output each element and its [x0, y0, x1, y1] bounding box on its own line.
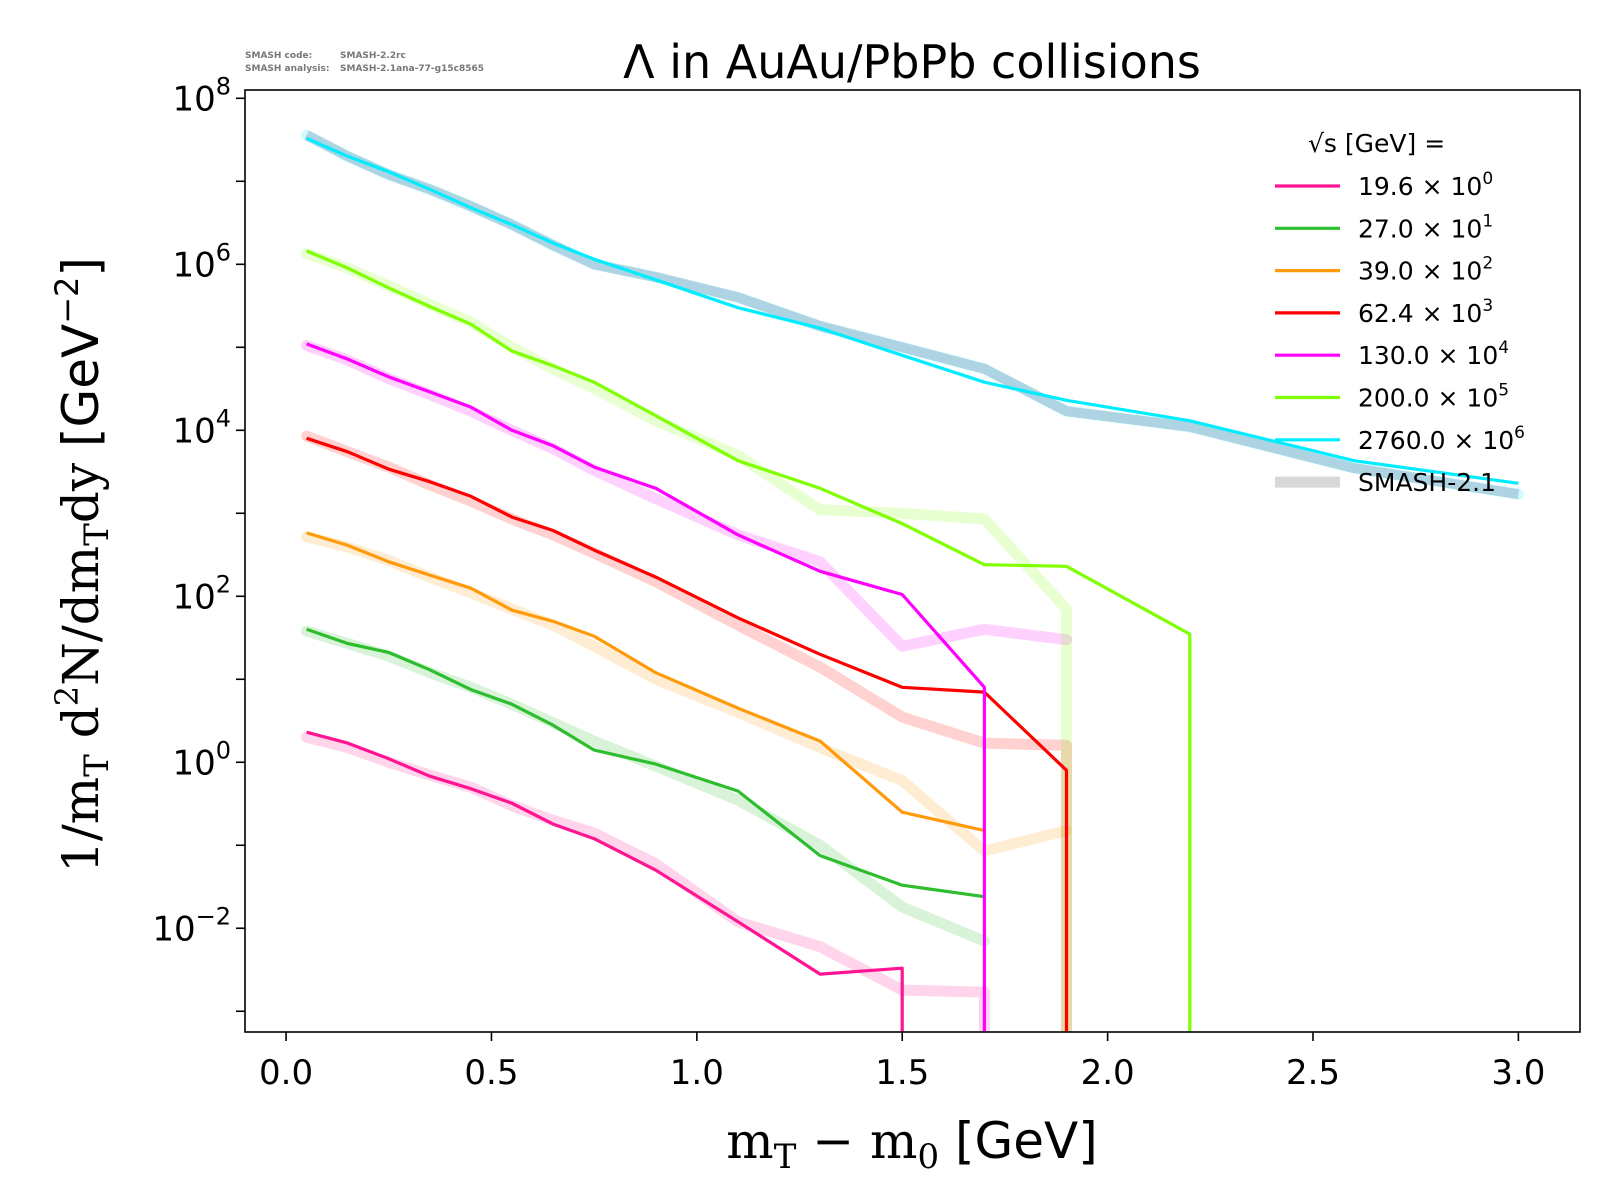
series-line-6 [305, 136, 1519, 485]
y-axis-label: 1/mT d2N/dmTdy [GeV−2] [48, 257, 117, 873]
x-axis-label: mT − m0 [GeV] [726, 1112, 1097, 1177]
x-tick-label: 3.0 [1491, 1053, 1545, 1093]
legend: √s [GeV] = 19.6 × 100 27.0 × 101 39.0 × 10… [1275, 129, 1525, 497]
series-line-0 [306, 730, 904, 1032]
y-tick-label: 104 [172, 404, 231, 451]
legend-label-5: 200.0 × 105 [1358, 381, 1509, 413]
x-axis: 0.0 0.5 1.0 1.5 2.0 2.5 3.0 [259, 1032, 1545, 1093]
svg-text:mT − m0 [GeV]: mT − m0 [GeV] [726, 1112, 1097, 1177]
x-label-sub-0: 0 [917, 1137, 939, 1177]
series-line-5 [305, 249, 1192, 1032]
meta-analysis-value: SMASH-2.1ana-77-g15c8565 [340, 64, 484, 74]
meta-analysis-label: SMASH analysis: [245, 64, 329, 74]
x-tick-label: 1.0 [670, 1053, 724, 1093]
data-curves [305, 136, 1519, 1032]
meta-code-label: SMASH code: [245, 51, 312, 61]
metadata: SMASH code: SMASH-2.2rc SMASH analysis: … [245, 51, 484, 74]
legend-label-4: 130.0 × 104 [1358, 338, 1509, 370]
legend-label-1: 27.0 × 101 [1358, 211, 1493, 243]
y-tick-label: 108 [172, 72, 231, 119]
x-tick-label: 1.5 [875, 1053, 929, 1093]
reference-curve-5 [301, 248, 1072, 1032]
legend-label-3: 62.4 × 103 [1358, 296, 1493, 328]
series-line-4 [306, 342, 986, 1032]
y-axis: 10−2 100 102 104 106 108 [152, 72, 245, 1013]
series-line-2 [306, 531, 985, 833]
x-label-m: m [726, 1112, 773, 1170]
x-label-sub-t: T [774, 1137, 797, 1177]
legend-label-reference: SMASH-2.1 [1358, 468, 1496, 497]
series-line-3 [306, 436, 1069, 1032]
y-tick-label: 100 [172, 736, 231, 783]
legend-label-0: 19.6 × 100 [1358, 169, 1493, 201]
legend-label-2: 39.0 × 102 [1358, 254, 1493, 286]
x-tick-label: 2.0 [1081, 1053, 1135, 1093]
series-line-1 [306, 627, 985, 899]
x-tick-label: 0.0 [259, 1053, 313, 1093]
x-label-unit: [GeV] [939, 1112, 1098, 1170]
chart-title: Λ in AuAu/PbPb collisions [623, 35, 1201, 89]
reference-curves [301, 129, 1524, 1032]
reference-curve-2 [301, 531, 1072, 857]
x-label-minus: − m [796, 1112, 917, 1170]
x-tick-label: 0.5 [464, 1053, 518, 1093]
reference-curve-4 [301, 340, 1072, 652]
legend-title: √s [GeV] = [1308, 129, 1445, 158]
reference-curve-1 [301, 625, 990, 947]
svg-text:1/mT d2N/dmTdy [GeV−2]: 1/mT d2N/dmTdy [GeV−2] [48, 257, 117, 873]
y-tick-label: 10−2 [152, 902, 231, 949]
x-tick-label: 2.5 [1286, 1053, 1340, 1093]
plot-frame [244, 89, 1581, 1033]
y-tick-label: 102 [172, 570, 231, 617]
reference-curve-0 [301, 731, 990, 1032]
meta-code-value: SMASH-2.2rc [340, 51, 406, 61]
y-tick-label: 106 [172, 238, 231, 285]
legend-label-6: 2760.0 × 106 [1358, 423, 1525, 455]
